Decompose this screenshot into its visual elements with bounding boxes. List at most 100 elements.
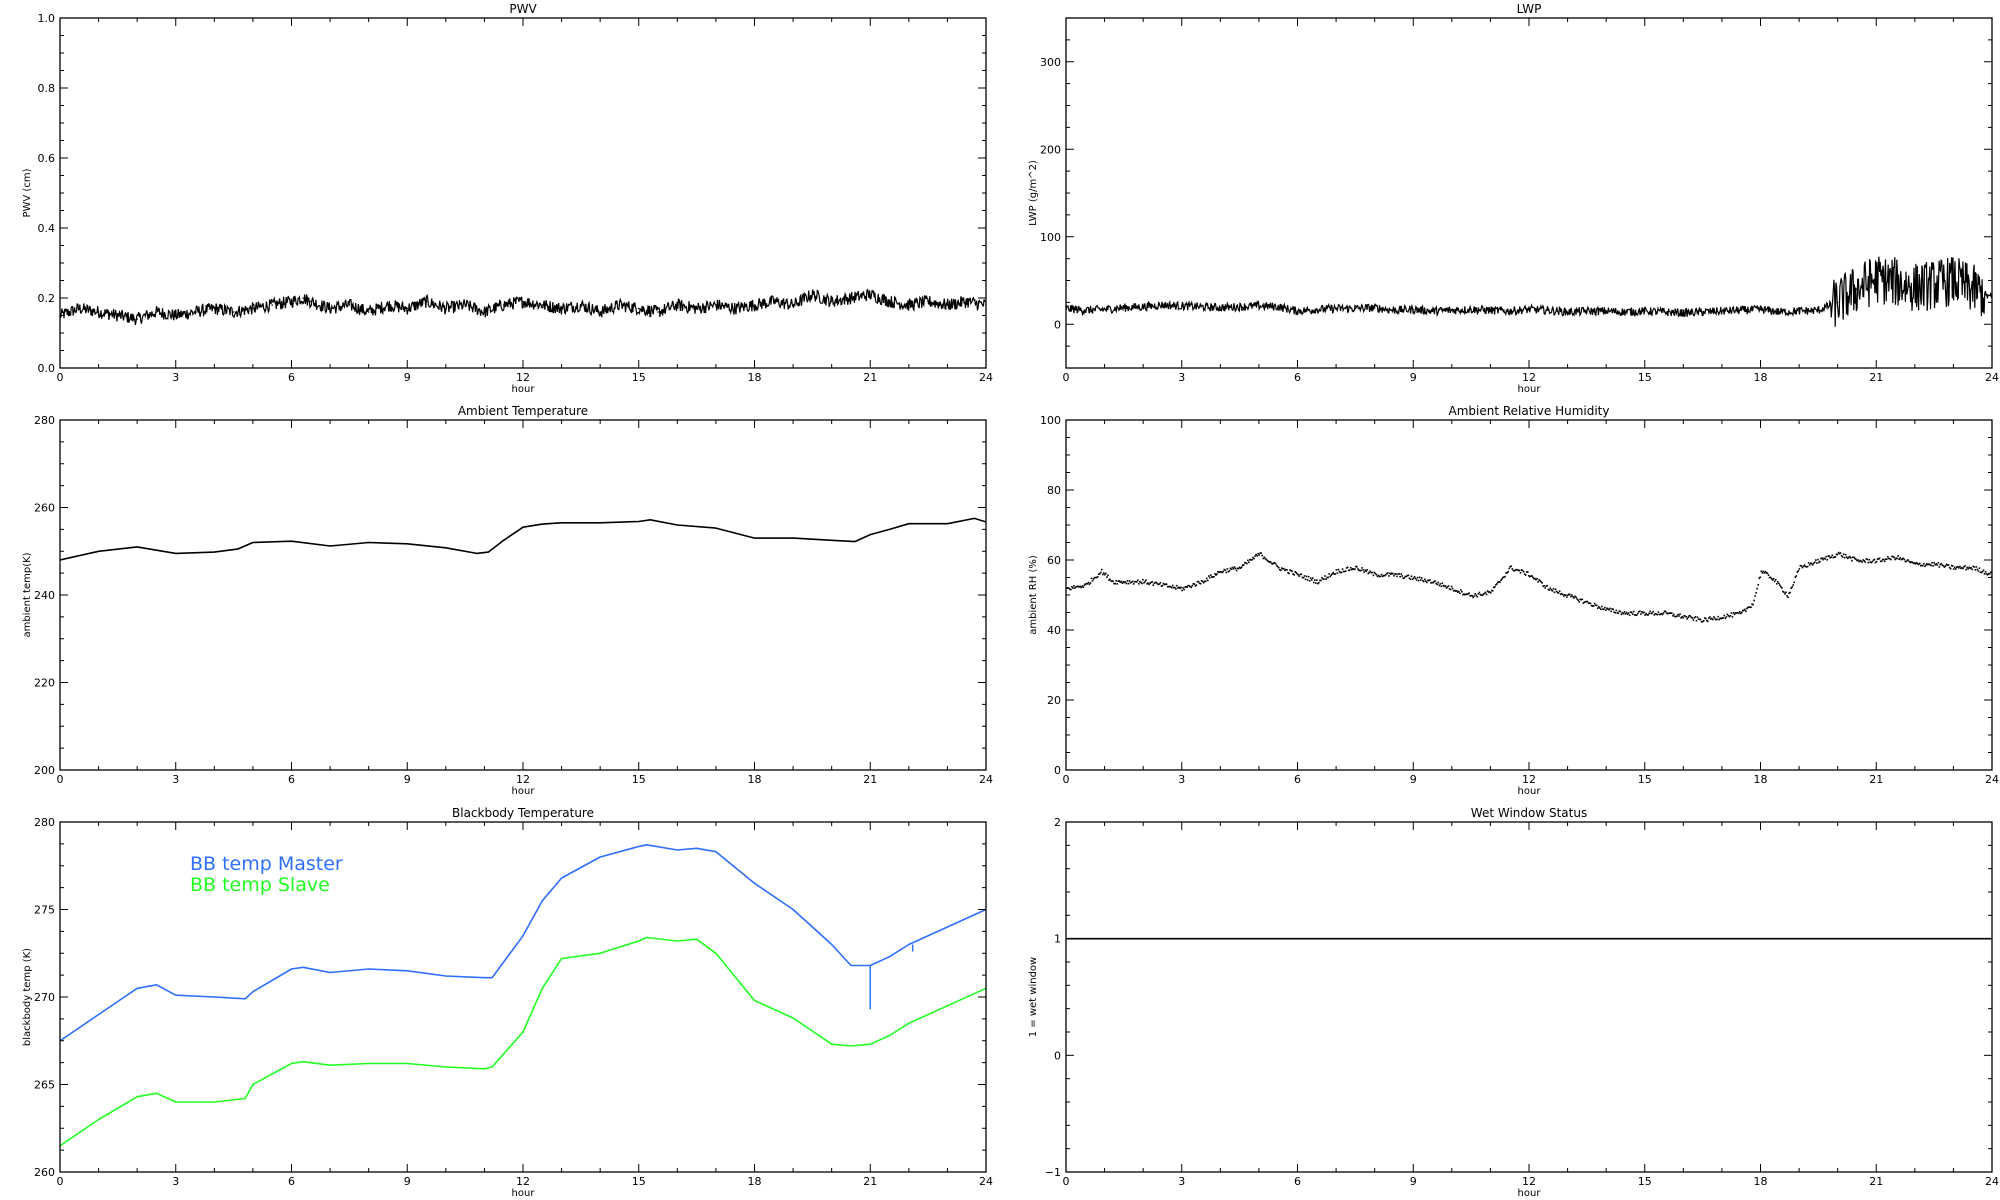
series-line-bb-temp-slave [60, 936, 986, 1147]
data-point [1328, 573, 1330, 575]
data-point [1661, 613, 1664, 616]
y-tick-label: 280 [34, 414, 55, 427]
data-point [1170, 586, 1173, 589]
data-point [1240, 566, 1243, 568]
data-point [1740, 309, 1743, 312]
data-point [1260, 552, 1263, 554]
data-point [1542, 585, 1544, 588]
data-point [1524, 574, 1527, 576]
data-point [1418, 576, 1421, 579]
data-point [541, 987, 543, 989]
data-point [1926, 563, 1928, 565]
data-point [1979, 571, 1982, 574]
data-point [1941, 564, 1944, 567]
data-point [194, 311, 196, 313]
data-point [1207, 575, 1210, 577]
data-point [1358, 569, 1360, 572]
data-point [1484, 591, 1487, 594]
data-point [1669, 612, 1672, 614]
data-point [302, 1061, 304, 1063]
data-point [244, 998, 246, 1000]
data-point [1412, 308, 1415, 311]
data-point [1390, 573, 1392, 575]
data-point [1069, 588, 1071, 591]
data-point [406, 970, 408, 972]
data-point [1715, 618, 1717, 621]
data-point [1392, 572, 1394, 575]
data-layer [1066, 256, 1992, 327]
data-point [290, 968, 293, 970]
data-point [1977, 570, 1980, 572]
data-point [1278, 568, 1281, 571]
data-point [1545, 585, 1548, 587]
data-point [1673, 613, 1675, 616]
data-point [1348, 569, 1351, 571]
data-point [1077, 585, 1079, 588]
data-point [1796, 571, 1799, 573]
x-tick-label: 21 [863, 773, 877, 786]
data-point [1433, 580, 1435, 583]
data-point [522, 300, 524, 303]
data-point [1341, 568, 1344, 570]
data-point [753, 999, 756, 1002]
data-point [1552, 587, 1555, 590]
data-point [1619, 610, 1622, 613]
x-axis-label: hour [512, 384, 536, 395]
data-point [1965, 568, 1967, 571]
data-point [213, 1101, 215, 1103]
data-point [1165, 583, 1168, 585]
data-point [1199, 582, 1202, 585]
data-point [1084, 309, 1087, 312]
data-point [367, 311, 370, 313]
data-point [1614, 611, 1616, 614]
data-point [1978, 567, 1981, 569]
data-point [1537, 581, 1539, 583]
data-point [1952, 568, 1955, 570]
data-point [1541, 582, 1543, 584]
data-point [1940, 562, 1943, 565]
data-point [1832, 556, 1835, 559]
data-point [1912, 562, 1915, 565]
data-point [1291, 570, 1293, 573]
data-point [1175, 588, 1177, 590]
data-point [1894, 281, 1897, 284]
data-point [1271, 563, 1274, 565]
data-point [1543, 585, 1546, 587]
data-point [1848, 555, 1851, 558]
data-point [1746, 607, 1748, 610]
data-point [1563, 594, 1566, 596]
data-point [1282, 568, 1284, 570]
data-point [599, 522, 601, 524]
data-point [1409, 578, 1412, 581]
data-point [1126, 579, 1129, 582]
data-point [1268, 561, 1271, 564]
data-point [1967, 567, 1969, 570]
data-point [1747, 606, 1749, 609]
data-point [1209, 576, 1211, 579]
data-point [1289, 569, 1291, 571]
data-point [425, 300, 428, 303]
data-point [1774, 578, 1777, 581]
data-point [1720, 617, 1722, 620]
data-point [1653, 614, 1656, 616]
x-tick-label: 0 [57, 1175, 64, 1188]
data-point [1733, 613, 1736, 616]
data-point [1347, 569, 1350, 572]
x-tick-label: 9 [404, 1175, 411, 1188]
data-point [1722, 617, 1725, 619]
data-point [1786, 595, 1788, 597]
data-point [1068, 587, 1070, 589]
data-point [1427, 579, 1429, 582]
data-point [1526, 571, 1529, 573]
data-point [888, 300, 891, 303]
data-point [831, 943, 833, 946]
data-point [1322, 578, 1324, 580]
data-point [1431, 581, 1433, 584]
data-point [1759, 308, 1762, 311]
data-point [1637, 612, 1639, 615]
data-point [1844, 553, 1847, 556]
data-point [1405, 575, 1408, 578]
data-point [1925, 564, 1927, 566]
data-point [908, 1022, 910, 1024]
data-point [1760, 570, 1763, 573]
